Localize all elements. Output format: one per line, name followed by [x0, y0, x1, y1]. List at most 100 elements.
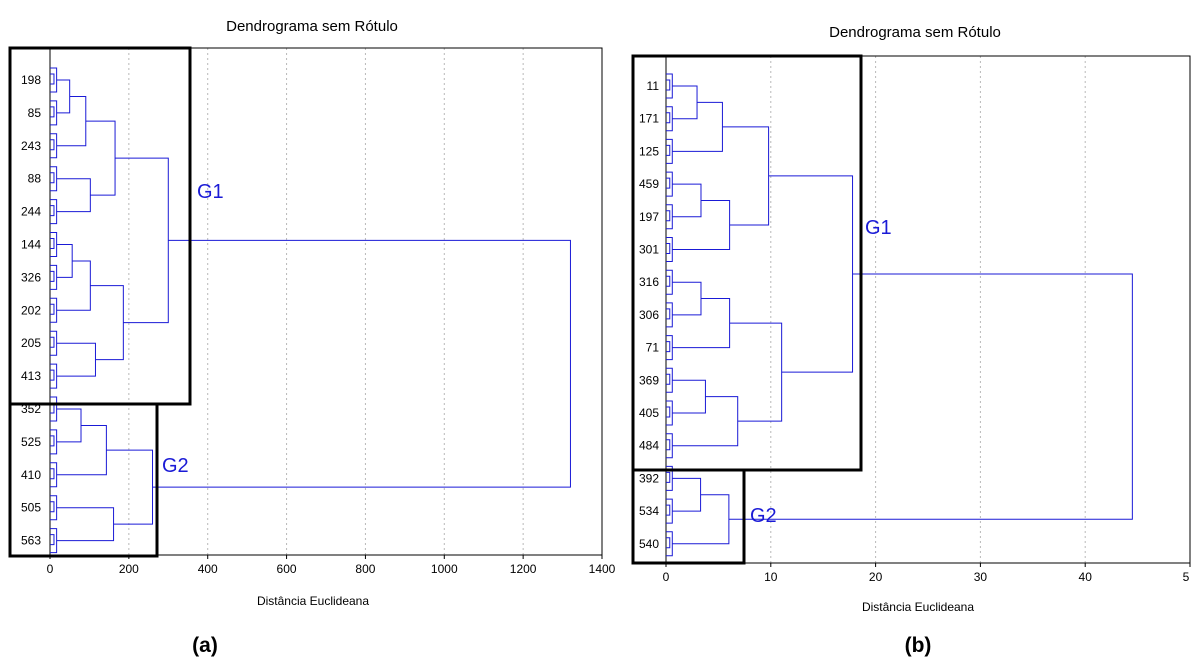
- dendrogram-branch: [50, 238, 55, 249]
- leaf-label: 244: [21, 205, 41, 219]
- dendrogram-branch: [50, 166, 58, 192]
- dendrogram-branch: [50, 133, 58, 159]
- dendrogram-branch: [666, 144, 671, 156]
- leaf-label: 326: [21, 270, 41, 284]
- dendrogram-branch: [666, 79, 671, 91]
- leaf-label: 525: [21, 435, 41, 449]
- leaf-label: 540: [639, 537, 659, 551]
- dendrogram-branch: [56, 342, 96, 377]
- dendrogram-branch: [50, 363, 58, 389]
- dendrogram-branch: [666, 531, 673, 557]
- dendrogram-branch: [666, 433, 673, 459]
- dendrogram-branch: [50, 330, 58, 356]
- dendrogram-branch: [50, 435, 55, 447]
- dendrogram-branch: [666, 73, 673, 99]
- group-box-g1: [631, 54, 863, 472]
- dendrogram-branch: [50, 495, 58, 521]
- dendrogram-branch: [50, 501, 55, 513]
- group-label: G1: [865, 217, 892, 239]
- dendrogram-branch: [50, 232, 58, 257]
- dendrogram-branch: [666, 498, 673, 524]
- dendrogram-branch: [56, 244, 73, 278]
- dendrogram-branch: [666, 275, 671, 287]
- dendrogram-branch: [666, 471, 671, 483]
- dendrogram-branch: [85, 120, 116, 196]
- leaf-label: 505: [21, 501, 41, 515]
- dendrogram-branch: [56, 79, 71, 114]
- x-tick-label: 30: [974, 570, 988, 584]
- leaf-label: 205: [21, 336, 41, 350]
- dendrogram-branch: [666, 504, 671, 516]
- dendrogram-branch: [50, 67, 58, 93]
- x-tick-label: 5: [1183, 570, 1190, 584]
- dendrogram-root-branch: [728, 273, 1133, 520]
- dendrogram-branch: [50, 297, 58, 323]
- dendrogram-branch: [50, 369, 55, 381]
- x-tick-label: 200: [119, 562, 139, 576]
- dendrogram-branch: [672, 379, 706, 414]
- chart-title: Dendrograma sem Rótulo: [829, 24, 1001, 41]
- group-box-g1: [8, 46, 192, 406]
- dendrogram-branch: [56, 408, 82, 443]
- leaf-label: 405: [639, 406, 659, 420]
- leaf-label: 144: [21, 238, 41, 252]
- x-tick-label: 400: [198, 562, 218, 576]
- dendrogram-branch: [50, 73, 55, 85]
- dendrogram-branch: [666, 171, 673, 197]
- leaf-label: 410: [21, 468, 41, 482]
- dendrogram-branch: [50, 199, 58, 225]
- dendrogram-branch: [666, 406, 671, 418]
- dendrogram-branch: [666, 269, 673, 295]
- dendrogram-branch: [666, 243, 671, 254]
- leaf-label: 563: [21, 534, 41, 548]
- leaf-label: 534: [639, 504, 659, 518]
- leaf-label: 85: [28, 106, 42, 120]
- dendrogram-branch: [666, 138, 673, 164]
- x-axis-label: Distância Euclideana: [257, 594, 369, 608]
- dendrogram-branch: [666, 112, 671, 124]
- dendrogram-branch: [56, 507, 115, 542]
- dendrogram-branch: [666, 106, 673, 132]
- dendrogram-branch: [90, 285, 124, 361]
- dendrogram-branch: [666, 204, 673, 230]
- dendrogram-branch: [666, 341, 671, 353]
- dendrogram-branch: [672, 85, 698, 120]
- leaf-label: 198: [21, 73, 41, 87]
- dendrogram-branch: [50, 336, 55, 348]
- leaf-label: 88: [28, 172, 42, 186]
- dendrogram-branch: [50, 172, 55, 184]
- leaf-label: 71: [646, 341, 660, 355]
- x-tick-label: 1400: [589, 562, 616, 576]
- dendrogram-branch: [672, 477, 702, 512]
- dendrogram-branch: [50, 396, 58, 422]
- leaf-label: 484: [639, 439, 659, 453]
- dendrogram-branch: [666, 335, 673, 361]
- dendrogram-root-branch: [152, 239, 571, 488]
- dendrogram-branch: [50, 139, 55, 151]
- dendrogram-branch: [666, 400, 673, 426]
- group-box-g2: [631, 468, 746, 565]
- leaf-label: 11: [647, 79, 660, 93]
- x-tick-label: 800: [355, 562, 375, 576]
- dendrogram-branch: [50, 205, 55, 217]
- dendrogram-branch: [50, 270, 55, 282]
- leaf-label: 459: [639, 177, 659, 191]
- leaf-label: 301: [639, 243, 659, 257]
- x-axis-label: Distância Euclideana: [862, 600, 974, 614]
- dendrogram-branch: [666, 237, 673, 262]
- dendrogram-branch: [50, 106, 55, 118]
- x-tick-label: 10: [764, 570, 778, 584]
- leaf-label: 306: [639, 308, 659, 322]
- dendrogram-branch: [672, 183, 702, 218]
- dendrogram-branch: [50, 100, 58, 126]
- dendrogram-branch: [56, 178, 91, 213]
- x-tick-label: 1000: [431, 562, 458, 576]
- dendrogram-branch: [50, 264, 58, 290]
- dendrogram-branch: [666, 367, 673, 393]
- leaf-label: 392: [639, 471, 659, 485]
- dendrogram-panel-a: Dendrograma sem Rótulo 0 200 400 600 800 1000 1…: [8, 18, 616, 657]
- dendrogram-branch: [56, 260, 91, 311]
- dendrogram-branch: [666, 177, 671, 189]
- dendrogram-branch: [672, 281, 702, 316]
